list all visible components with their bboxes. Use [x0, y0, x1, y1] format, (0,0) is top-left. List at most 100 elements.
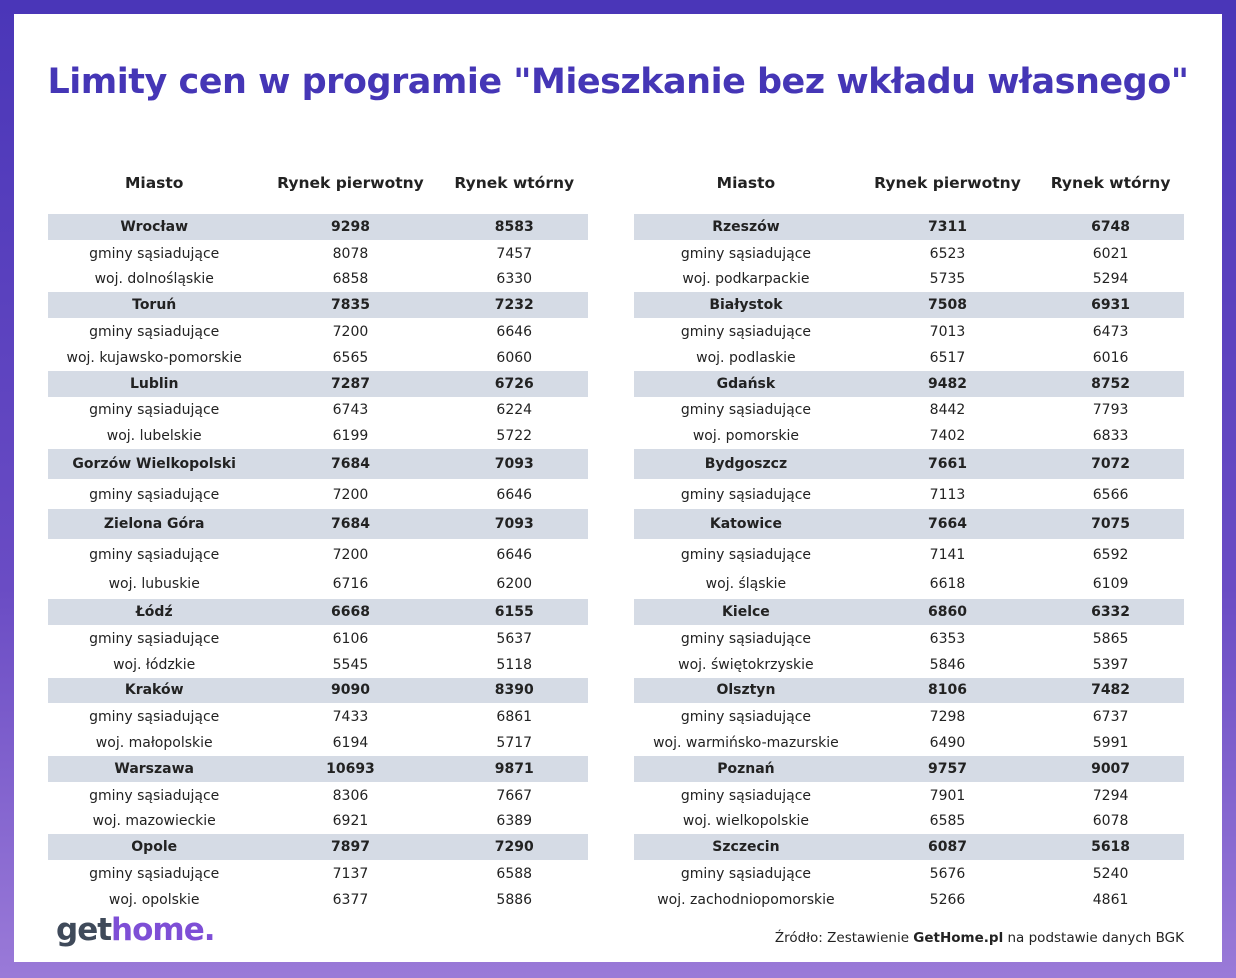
cell: 8306	[332, 787, 369, 804]
sub-row: woj. podlaskie 6517 6016	[634, 345, 1184, 371]
cell: 6021	[1092, 245, 1129, 262]
cell: gminy sąsiadujące	[680, 787, 812, 804]
city-row: Bydgoszcz 7661 7072	[634, 449, 1184, 480]
cell: woj. mazowieckie	[92, 813, 216, 830]
cell: Gorzów Wielkopolski	[48, 449, 261, 480]
column-header: Miasto	[124, 174, 184, 192]
cell: 7897	[260, 834, 441, 862]
cell: gminy sąsiadujące	[89, 866, 220, 882]
cell: 7093	[440, 509, 588, 540]
cell: woj. śląskie	[705, 576, 787, 593]
cell: Toruń	[48, 292, 261, 320]
cell: woj. lubelskie	[106, 428, 202, 445]
cell: 5735	[929, 271, 966, 288]
cell: 6585	[929, 813, 966, 830]
cell: 9871	[440, 755, 588, 783]
cell: gminy sąsiadujące	[680, 546, 812, 563]
sub-row: woj. zachodniopomorskie 5266 4861	[634, 887, 1184, 913]
cell: woj. podkarpackie	[682, 271, 810, 288]
city-row: Zielona Góra 7684 7093	[48, 509, 588, 540]
spacer-cell	[634, 202, 858, 214]
cell: 7684	[260, 509, 441, 540]
cell: gminy sąsiadujące	[89, 324, 220, 341]
cell: 5846	[929, 656, 966, 673]
cell: gminy sąsiadujące	[89, 546, 220, 563]
cell: 6737	[1092, 709, 1129, 726]
cell: 7661	[857, 449, 1038, 480]
cell: 7093	[440, 449, 588, 480]
sub-row: gminy sąsiadujące 7013 6473	[634, 319, 1184, 345]
price-table: Miasto Rynek pierwotny Rynek wtórny Wrocław…	[48, 164, 588, 913]
cell: 8078	[332, 245, 369, 262]
sub-row: gminy sąsiadujące 7141 6592	[634, 539, 1184, 569]
cell: 7072	[1037, 449, 1184, 480]
cell: gminy sąsiadujące	[89, 245, 220, 262]
cell: Lublin	[48, 370, 261, 398]
cell: Białystok	[634, 292, 858, 320]
cell: 6199	[332, 428, 369, 445]
cell: 7793	[1092, 402, 1129, 419]
cell: 7298	[929, 709, 966, 726]
sub-row: woj. warmińsko-mazurskie 6490 5991	[634, 730, 1184, 756]
cell: gminy sąsiadujące	[680, 486, 812, 503]
cell: 9757	[857, 755, 1038, 783]
cell: woj. łódzkie	[113, 656, 196, 673]
column-header: Rynek pierwotny	[874, 174, 1021, 192]
cell: 6858	[332, 271, 369, 288]
cell: 6646	[496, 324, 533, 341]
cell: 8752	[1037, 370, 1184, 398]
cell: 5676	[929, 866, 966, 882]
sub-row: gminy sąsiadujące 6743 6224	[48, 397, 588, 423]
cell: woj. opolskie	[108, 891, 200, 908]
source-text: Źródło: Zestawienie	[774, 930, 914, 946]
sub-row: woj. lubelskie 6199 5722	[48, 423, 588, 449]
cell: 6353	[929, 630, 966, 647]
city-row: Szczecin 6087 5618	[634, 834, 1184, 862]
cell: 6931	[1037, 292, 1184, 320]
cell: Zielona Góra	[48, 509, 261, 540]
cell: Gdańsk	[634, 370, 858, 398]
cell: woj. podlaskie	[696, 349, 796, 366]
cell: 7287	[260, 370, 441, 398]
cell: 7311	[857, 214, 1038, 241]
cell: Łódź	[48, 599, 261, 626]
cell: 7664	[857, 509, 1038, 540]
city-row: Łódź 6668 6155	[48, 599, 588, 626]
sub-row: woj. śląskie 6618 6109	[634, 570, 1184, 600]
city-row: Opole 7897 7290	[48, 834, 588, 862]
city-row: Lublin 7287 6726	[48, 370, 588, 398]
cell: 8442	[929, 402, 966, 419]
table-head: Miasto Rynek pierwotny Rynek wtórny	[48, 164, 588, 202]
header-row: Miasto Rynek pierwotny Rynek wtórny	[634, 164, 1184, 202]
logo-part: home.	[111, 912, 215, 948]
cell: 6332	[1037, 599, 1184, 626]
sub-row: gminy sąsiadujące 7200 6646	[48, 319, 588, 345]
sub-row: gminy sąsiadujące 6106 5637	[48, 625, 588, 651]
cell: woj. lubuskie	[108, 576, 200, 593]
cell: gminy sąsiadujące	[680, 245, 812, 262]
cell: gminy sąsiadujące	[680, 709, 812, 726]
price-table: Miasto Rynek pierwotny Rynek wtórny Rzeszów…	[634, 164, 1184, 913]
city-row: Wrocław 9298 8583	[48, 214, 588, 241]
cell: 7667	[496, 787, 533, 804]
cell: 6200	[496, 576, 533, 593]
sub-row: woj. opolskie 6377 5886	[48, 887, 588, 913]
cell: 7482	[1037, 677, 1184, 705]
sub-row: woj. pomorskie 7402 6833	[634, 423, 1184, 449]
cell: 7901	[929, 787, 966, 804]
cell: Szczecin	[634, 834, 858, 862]
cell: Kielce	[634, 599, 858, 626]
cell: 6330	[496, 271, 533, 288]
cell: gminy sąsiadujące	[680, 630, 812, 647]
cell: gminy sąsiadujące	[680, 402, 812, 419]
sub-row: gminy sąsiadujące 7901 7294	[634, 782, 1184, 808]
sub-row: gminy sąsiadujące 5676 5240	[634, 861, 1184, 887]
cell: woj. małopolskie	[95, 735, 213, 752]
cell: woj. świętokrzyskie	[678, 656, 814, 673]
cell: woj. pomorskie	[692, 428, 799, 445]
cell: 6377	[332, 891, 369, 908]
cell: 7013	[929, 324, 966, 341]
column-header: Miasto	[716, 174, 776, 192]
cell: 7232	[440, 292, 588, 320]
